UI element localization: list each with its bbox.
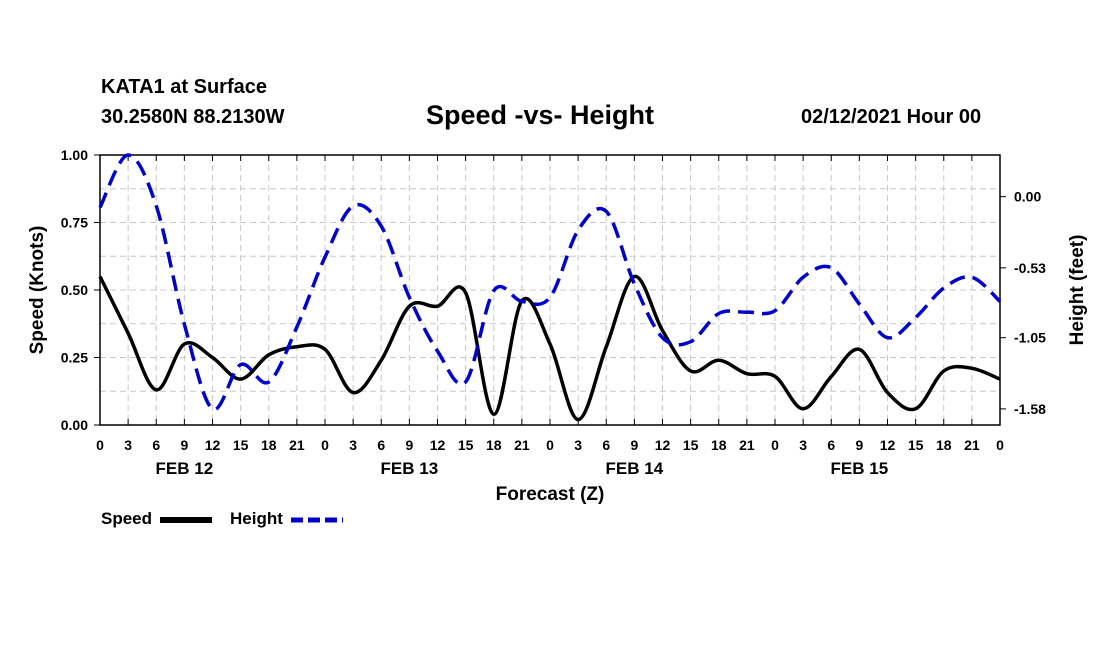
- date-label: FEB 13: [381, 459, 439, 478]
- x-tick-label: 9: [855, 437, 863, 453]
- x-tick-label: 15: [908, 437, 924, 453]
- x-tick-label: 3: [574, 437, 582, 453]
- x-tick-label: 21: [514, 437, 530, 453]
- x-tick-label: 9: [405, 437, 413, 453]
- date-label: FEB 14: [606, 459, 664, 478]
- y-right-tick-label: 0.00: [1014, 189, 1041, 205]
- legend-speed-label: Speed: [101, 509, 153, 528]
- series-line-speed: [98, 274, 1001, 422]
- x-tick-label: 12: [430, 437, 446, 453]
- x-tick-label: 18: [261, 437, 277, 453]
- date-label: FEB 15: [831, 459, 889, 478]
- y-right-tick-label: -1.05: [1014, 330, 1046, 346]
- x-tick-label: 12: [880, 437, 896, 453]
- station-title: KATA1 at Surface: [101, 76, 267, 98]
- x-tick-label: 21: [964, 437, 980, 453]
- x-tick-label: 0: [996, 437, 1004, 453]
- x-tick-label: 21: [739, 437, 755, 453]
- x-tick-label: 0: [321, 437, 329, 453]
- x-tick-label: 12: [655, 437, 671, 453]
- y-left-tick-label: 0.50: [61, 282, 88, 298]
- x-tick-label: 12: [205, 437, 221, 453]
- x-tick-label: 15: [683, 437, 699, 453]
- y-right-tick-label: -1.58: [1014, 401, 1046, 417]
- y-left-axis-label: Speed (Knots): [27, 226, 48, 355]
- y-left-tick-label: 0.75: [61, 215, 88, 231]
- x-tick-label: 18: [486, 437, 502, 453]
- y-left-tick-label: 0.25: [61, 350, 88, 366]
- plot-frame: [99, 154, 1001, 426]
- forecast-timestamp: 02/12/2021 Hour 00: [801, 106, 982, 128]
- x-tick-label: 18: [936, 437, 952, 453]
- series-line-height: [98, 153, 1002, 412]
- date-label: FEB 12: [156, 459, 214, 478]
- x-tick-label: 15: [458, 437, 474, 453]
- y-left-tick-label: 1.00: [61, 147, 88, 163]
- x-tick-label: 0: [546, 437, 554, 453]
- chart-title: Speed -vs- Height: [426, 100, 655, 130]
- x-tick-label: 9: [630, 437, 638, 453]
- x-tick-label: 18: [711, 437, 727, 453]
- y-right-axis-label: Height (feet): [1067, 235, 1088, 346]
- x-axis-label: Forecast (Z): [496, 484, 605, 505]
- x-tick-label: 6: [377, 437, 385, 453]
- x-tick-label: 21: [289, 437, 305, 453]
- y-right-tick-label: -0.53: [1014, 260, 1046, 276]
- x-tick-label: 3: [349, 437, 357, 453]
- x-tick-label: 3: [799, 437, 807, 453]
- x-tick-label: 3: [124, 437, 132, 453]
- x-tick-label: 6: [152, 437, 160, 453]
- x-tick-label: 9: [180, 437, 188, 453]
- x-tick-label: 0: [771, 437, 779, 453]
- legend-height-label: Height: [230, 509, 283, 528]
- x-tick-label: 15: [233, 437, 249, 453]
- station-coordinates: 30.2580N 88.2130W: [101, 106, 285, 128]
- x-tick-label: 6: [602, 437, 610, 453]
- y-left-tick-label: 0.00: [61, 417, 88, 433]
- x-tick-label: 6: [827, 437, 835, 453]
- x-tick-label: 0: [96, 437, 104, 453]
